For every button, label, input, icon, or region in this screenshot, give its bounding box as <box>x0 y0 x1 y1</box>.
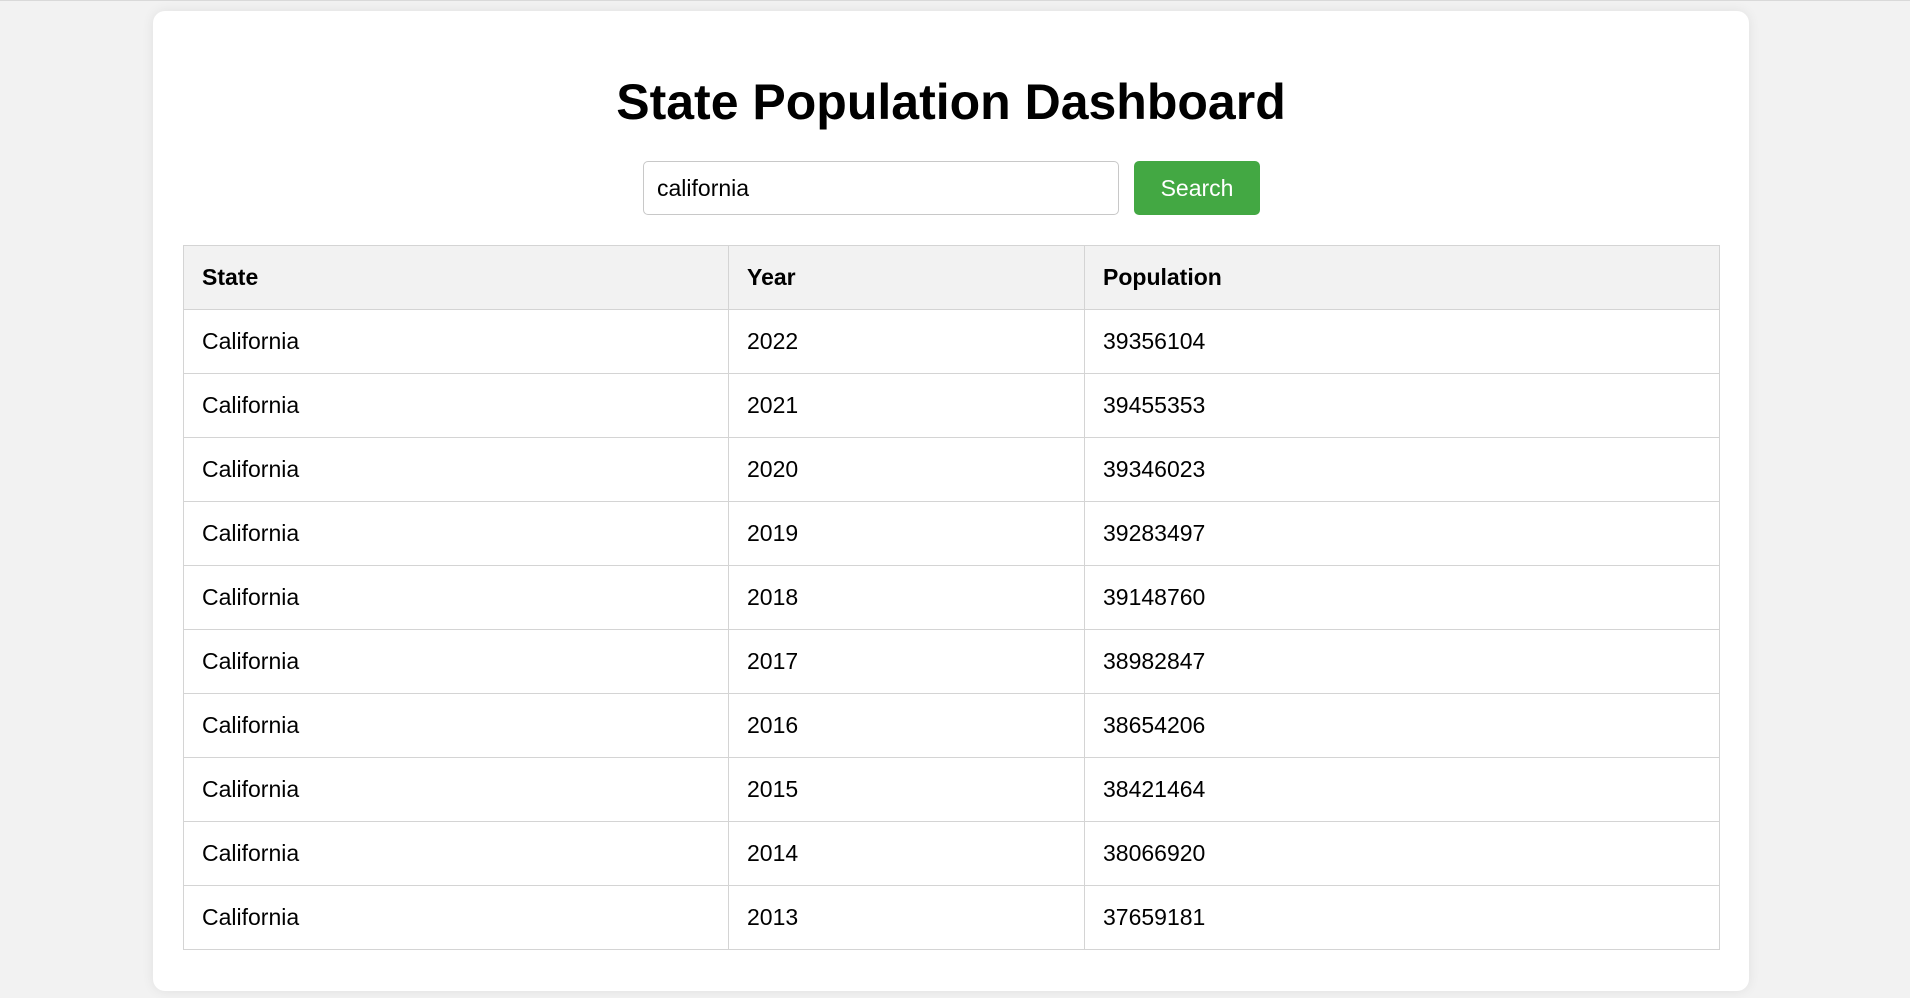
state-cell: California <box>183 437 729 502</box>
year-cell: 2022 <box>728 309 1085 374</box>
population-cell: 39356104 <box>1084 309 1720 374</box>
state-cell: California <box>183 565 729 630</box>
population-cell: 39283497 <box>1084 501 1720 566</box>
state-cell: California <box>183 821 729 886</box>
table-row: California 2013 37659181 <box>183 885 1720 950</box>
state-cell: California <box>183 501 729 566</box>
population-cell: 37659181 <box>1084 885 1720 950</box>
state-cell: California <box>183 309 729 374</box>
year-cell: 2021 <box>728 373 1085 438</box>
population-cell: 39455353 <box>1084 373 1720 438</box>
search-input[interactable] <box>643 161 1119 215</box>
state-cell: California <box>183 885 729 950</box>
column-header-population: Population <box>1084 245 1720 310</box>
year-cell: 2013 <box>728 885 1085 950</box>
population-cell: 38654206 <box>1084 693 1720 758</box>
table-row: California 2022 39356104 <box>183 309 1720 374</box>
column-header-year: Year <box>728 245 1085 310</box>
table-row: California 2015 38421464 <box>183 757 1720 822</box>
population-cell: 39148760 <box>1084 565 1720 630</box>
table-row: California 2021 39455353 <box>183 373 1720 438</box>
state-cell: California <box>183 373 729 438</box>
population-cell: 38982847 <box>1084 629 1720 694</box>
year-cell: 2019 <box>728 501 1085 566</box>
population-cell: 39346023 <box>1084 437 1720 502</box>
population-cell: 38421464 <box>1084 757 1720 822</box>
page-title: State Population Dashboard <box>616 74 1286 130</box>
year-cell: 2020 <box>728 437 1085 502</box>
dashboard-card: State Population Dashboard Search State … <box>153 11 1749 991</box>
search-button[interactable]: Search <box>1134 161 1260 215</box>
population-table: State Year Population California 2022 39… <box>183 245 1720 950</box>
state-cell: California <box>183 693 729 758</box>
state-cell: California <box>183 757 729 822</box>
column-header-state: State <box>183 245 729 310</box>
year-cell: 2017 <box>728 629 1085 694</box>
year-cell: 2016 <box>728 693 1085 758</box>
year-cell: 2014 <box>728 821 1085 886</box>
population-cell: 38066920 <box>1084 821 1720 886</box>
table-row: California 2018 39148760 <box>183 565 1720 630</box>
table-row: California 2014 38066920 <box>183 821 1720 886</box>
table-row: California 2020 39346023 <box>183 437 1720 502</box>
table-row: California 2017 38982847 <box>183 629 1720 694</box>
page-top-border <box>0 0 1910 1</box>
table-header-row: State Year Population <box>183 245 1720 310</box>
table-row: California 2016 38654206 <box>183 693 1720 758</box>
state-cell: California <box>183 629 729 694</box>
table-row: California 2019 39283497 <box>183 501 1720 566</box>
year-cell: 2015 <box>728 757 1085 822</box>
population-table-container: State Year Population California 2022 39… <box>183 245 1720 950</box>
year-cell: 2018 <box>728 565 1085 630</box>
